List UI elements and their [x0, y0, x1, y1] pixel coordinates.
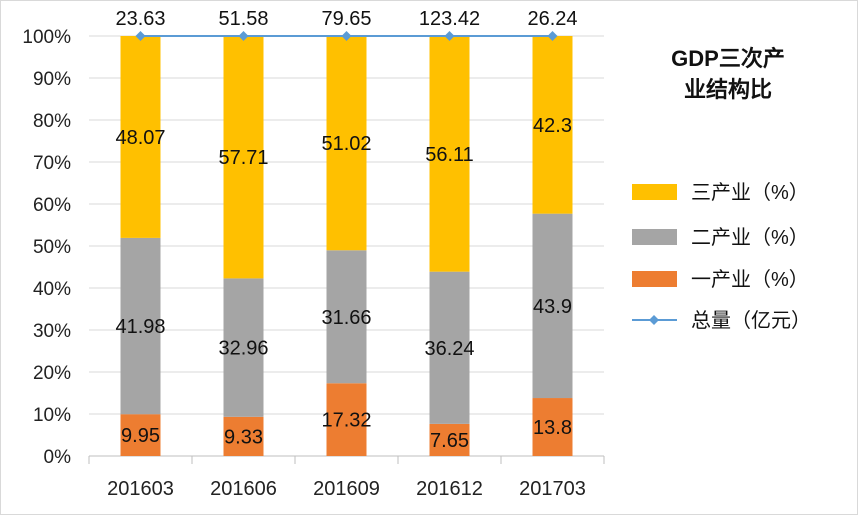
bar-segment	[326, 250, 367, 384]
line-data-label: 79.65	[321, 8, 371, 30]
bar-segment	[223, 36, 264, 279]
line-data-label: 23.63	[115, 8, 165, 30]
x-tick-label: 201609	[313, 478, 380, 500]
bar-segment	[429, 423, 470, 456]
data-label: 48.07	[115, 127, 165, 149]
data-label: 7.65	[430, 430, 469, 452]
legend-line-marker	[649, 315, 659, 325]
x-tick-label: 201603	[107, 478, 174, 500]
x-tick-label: 201606	[210, 478, 277, 500]
line-data-label: 26.24	[527, 8, 577, 30]
y-tick-label: 40%	[33, 279, 71, 300]
legend-label: 二产业（%）	[691, 226, 809, 249]
data-label: 36.24	[424, 338, 474, 360]
y-tick-label: 80%	[33, 111, 71, 132]
y-tick-label: 0%	[44, 447, 72, 468]
line-marker	[238, 31, 249, 41]
legend-label: 总量（亿元）	[691, 309, 811, 332]
legend-label: 一产业（%）	[691, 268, 809, 291]
data-label: 57.71	[218, 147, 268, 169]
bar-segment	[326, 383, 367, 456]
y-tick-label: 50%	[33, 237, 71, 258]
data-label: 56.11	[425, 144, 474, 166]
bar-segment	[532, 213, 573, 399]
y-tick-label: 100%	[22, 27, 71, 48]
legend-swatch	[632, 229, 677, 245]
y-tick-label: 30%	[33, 321, 71, 342]
y-tick-label: 90%	[33, 69, 71, 90]
bar-segment	[120, 237, 161, 415]
line-marker	[444, 31, 455, 41]
y-tick-label: 60%	[33, 195, 71, 216]
line-data-label: 123.42	[419, 8, 480, 30]
data-label: 9.33	[224, 426, 263, 448]
line-data-label: 51.58	[218, 8, 268, 30]
y-tick-label: 20%	[33, 363, 71, 384]
bar-segment	[223, 416, 264, 456]
line-marker	[135, 31, 146, 41]
chart-title-line-2: 业结构比	[684, 77, 772, 102]
bar-segment	[223, 278, 264, 417]
data-label: 17.32	[321, 410, 371, 432]
legend-swatch	[632, 271, 677, 287]
bar-segment	[429, 36, 470, 272]
data-label: 13.8	[533, 417, 572, 439]
bar-segment	[326, 36, 367, 251]
data-label: 31.66	[321, 307, 371, 329]
line-marker	[547, 31, 558, 41]
legend-swatch	[632, 184, 677, 200]
chart-title-line-1: GDP三次产	[671, 46, 785, 71]
data-label: 32.96	[218, 338, 268, 360]
y-tick-label: 70%	[33, 153, 71, 174]
data-label: 41.98	[115, 316, 165, 338]
bar-segment	[120, 36, 161, 238]
bar-segment	[429, 271, 470, 424]
x-tick-label: 201703	[519, 478, 586, 500]
bar-segment	[532, 398, 573, 456]
x-tick-label: 201612	[416, 478, 483, 500]
data-label: 9.95	[121, 425, 160, 447]
bar-segment	[120, 414, 161, 456]
y-tick-label: 10%	[33, 405, 71, 426]
bar-segment	[532, 36, 573, 214]
legend-label: 三产业（%）	[691, 181, 809, 204]
data-label: 43.9	[533, 296, 572, 318]
data-label: 51.02	[321, 133, 371, 155]
line-marker	[341, 31, 352, 41]
data-label: 42.3	[533, 115, 572, 137]
